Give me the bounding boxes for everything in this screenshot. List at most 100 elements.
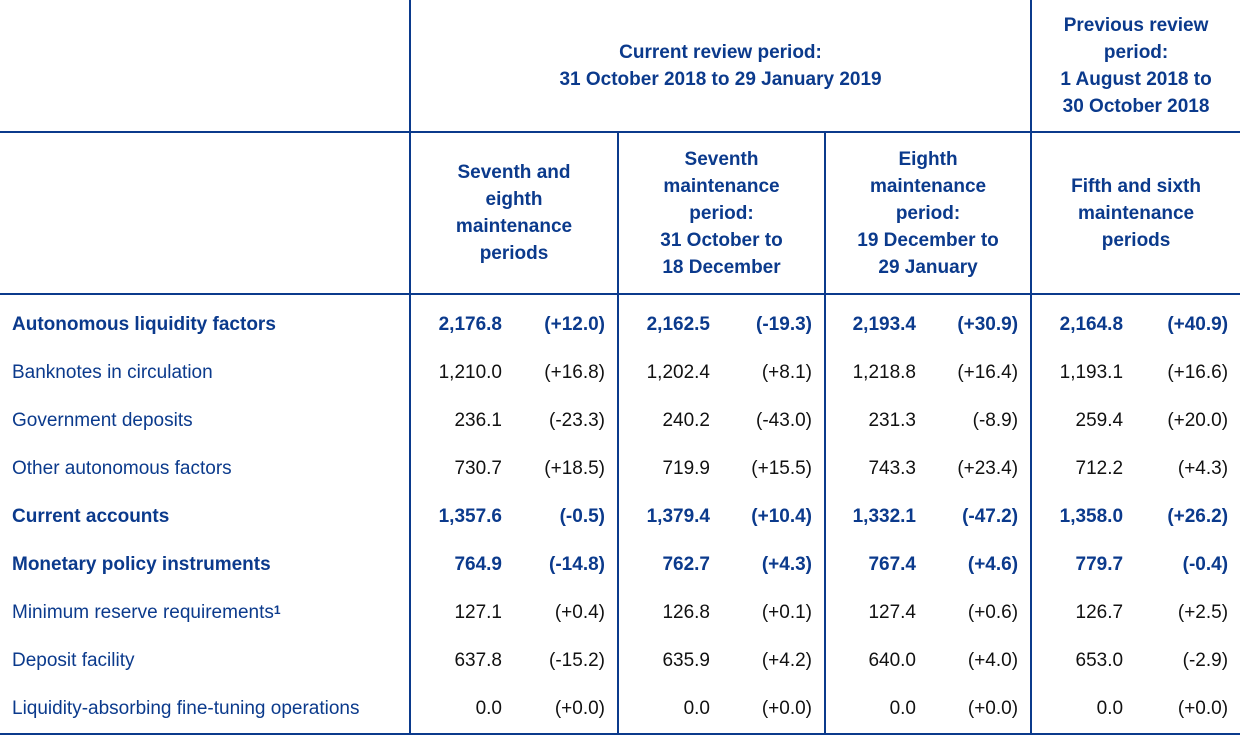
change-cell: (-19.3) — [756, 314, 812, 335]
row-label-text: Banknotes in circulation — [12, 362, 213, 383]
change-cell: (+4.6) — [967, 554, 1019, 575]
change-cell: (+16.4) — [957, 362, 1019, 383]
value-cell: 2,176.8 — [409, 294, 514, 349]
subcol-line: maintenance — [455, 216, 573, 237]
header-blank-cell — [0, 132, 410, 295]
row-label-text: Current accounts — [12, 506, 170, 527]
change-cell: (+16.8) — [544, 362, 605, 383]
subcol-line: Fifth and sixth — [1071, 175, 1201, 197]
header-row-periods: Current review period: 31 October 2018 t… — [0, 0, 1240, 133]
value-cell: 127.4 — [824, 589, 928, 637]
value-cell: 712.2 — [1030, 445, 1136, 493]
value-cell: 1,357.6 — [409, 493, 514, 541]
value-cell: 240.2 — [617, 397, 722, 445]
change-cell: (+8.1) — [761, 362, 812, 383]
subcol-line: period: — [895, 202, 961, 224]
subcol-line: periods — [479, 243, 549, 264]
table-row: Current accounts 1,357.6 (-0.5) 1,379.4 (+10… — [0, 493, 1240, 541]
previous-period-line: 1 August 2018 to — [1060, 68, 1212, 90]
value-cell: 0.0 — [1030, 685, 1136, 735]
change-cell: (+16.6) — [1167, 362, 1229, 383]
table-row: Minimum reserve requirements1 127.1 (+0.4)… — [0, 589, 1240, 637]
change-cell: (+0.1) — [761, 602, 812, 623]
subcol-header-eighth: Eighth maintenance period: 19 December t… — [823, 132, 1032, 295]
change-cell: (-23.3) — [549, 410, 605, 431]
row-label: Government deposits — [0, 397, 410, 445]
change-cell: (+15.5) — [751, 458, 812, 479]
previous-review-period-header: Previous review period: 1 August 2018 to… — [1030, 0, 1240, 133]
value-cell: 635.9 — [617, 637, 722, 685]
value-cell: 762.7 — [617, 541, 722, 589]
subcol-line: 19 December to — [857, 229, 999, 251]
subcol-line: maintenance — [1077, 202, 1195, 224]
value-cell: 231.3 — [824, 397, 928, 445]
value-cell: 1,193.1 — [1030, 349, 1136, 397]
subcol-line: Eighth — [898, 148, 958, 170]
subcol-line: Seventh — [684, 148, 759, 170]
value-cell: 779.7 — [1030, 541, 1136, 589]
change-cell: (+4.3) — [761, 554, 812, 575]
change-cell: (+26.2) — [1167, 506, 1229, 527]
value-cell: 1,202.4 — [617, 349, 722, 397]
value-cell: 1,379.4 — [617, 493, 722, 541]
value-cell: 764.9 — [409, 541, 514, 589]
subcol-line: 29 January — [878, 256, 978, 278]
header-blank-cell — [0, 0, 410, 133]
row-label: Current accounts — [0, 493, 410, 541]
subcol-line: period: — [689, 202, 754, 224]
change-cell: (+10.4) — [751, 506, 812, 527]
table-row: Autonomous liquidity factors 2,176.8 (+12.… — [0, 294, 1240, 349]
row-label: Other autonomous factors — [0, 445, 410, 493]
row-label-text: Minimum reserve requirements — [12, 602, 274, 623]
previous-period-line: period: — [1103, 41, 1169, 63]
value-cell: 126.7 — [1030, 589, 1136, 637]
row-label: Banknotes in circulation — [0, 349, 410, 397]
table-row: Government deposits 236.1 (-23.3) 240.2 (-43… — [0, 397, 1240, 445]
current-review-period-header: Current review period: 31 October 2018 t… — [408, 0, 1032, 133]
change-cell: (-14.8) — [549, 554, 605, 575]
change-cell: (+18.5) — [544, 458, 605, 479]
change-cell: (+2.5) — [1177, 602, 1229, 623]
change-cell: (+0.0) — [514, 685, 618, 735]
value-cell: 127.1 — [409, 589, 514, 637]
change-cell: (-0.4) — [1182, 554, 1229, 575]
footnote-marker: 1 — [273, 603, 281, 617]
change-cell: (-2.9) — [1182, 650, 1229, 671]
subcol-line: maintenance — [869, 175, 987, 197]
row-label: Monetary policy instruments — [0, 541, 410, 589]
value-cell: 0.0 — [824, 685, 928, 735]
subcol-line: maintenance — [663, 175, 780, 197]
change-cell: (-15.2) — [549, 650, 605, 671]
value-cell: 640.0 — [824, 637, 928, 685]
subcol-header-seventh: Seventh maintenance period: 31 October t… — [617, 132, 825, 295]
change-cell: (+12.0) — [544, 314, 605, 335]
value-cell: 2,193.4 — [824, 294, 928, 349]
subcol-line: 31 October to — [660, 229, 783, 251]
table-body: Autonomous liquidity factors 2,176.8 (+12.… — [0, 294, 1240, 735]
subcol-line: eighth — [485, 189, 543, 210]
change-cell: (+0.0) — [928, 685, 1032, 735]
change-cell: (-43.0) — [756, 410, 812, 431]
subcol-header-seventh-eighth: Seventh and eighth maintenance periods — [409, 132, 618, 295]
row-label-text: Deposit facility — [12, 650, 135, 671]
value-cell: 719.9 — [617, 445, 722, 493]
row-label: Liquidity-absorbing fine-tuning operatio… — [0, 685, 410, 735]
subcol-line: periods — [1101, 229, 1171, 251]
value-cell: 767.4 — [824, 541, 928, 589]
change-cell: (-47.2) — [962, 506, 1019, 527]
value-cell: 1,210.0 — [409, 349, 514, 397]
current-period-line: 31 October 2018 to 29 January 2019 — [559, 68, 882, 90]
change-cell: (+4.3) — [1177, 458, 1229, 479]
row-label-text: Autonomous liquidity factors — [12, 314, 276, 335]
change-cell: (+0.0) — [1135, 685, 1240, 735]
row-label-text: Liquidity-absorbing fine-tuning operatio… — [12, 698, 360, 719]
value-cell: 2,162.5 — [617, 294, 722, 349]
table-row: Monetary policy instruments 764.9 (-14.8) 7… — [0, 541, 1240, 589]
current-period-text: Current review period: 31 October 2018 t… — [411, 39, 1030, 93]
value-cell: 730.7 — [409, 445, 514, 493]
table-row: Liquidity-absorbing fine-tuning operatio… — [0, 685, 1240, 735]
value-cell: 653.0 — [1030, 637, 1136, 685]
value-cell: 743.3 — [824, 445, 928, 493]
change-cell: (-0.5) — [559, 506, 605, 527]
